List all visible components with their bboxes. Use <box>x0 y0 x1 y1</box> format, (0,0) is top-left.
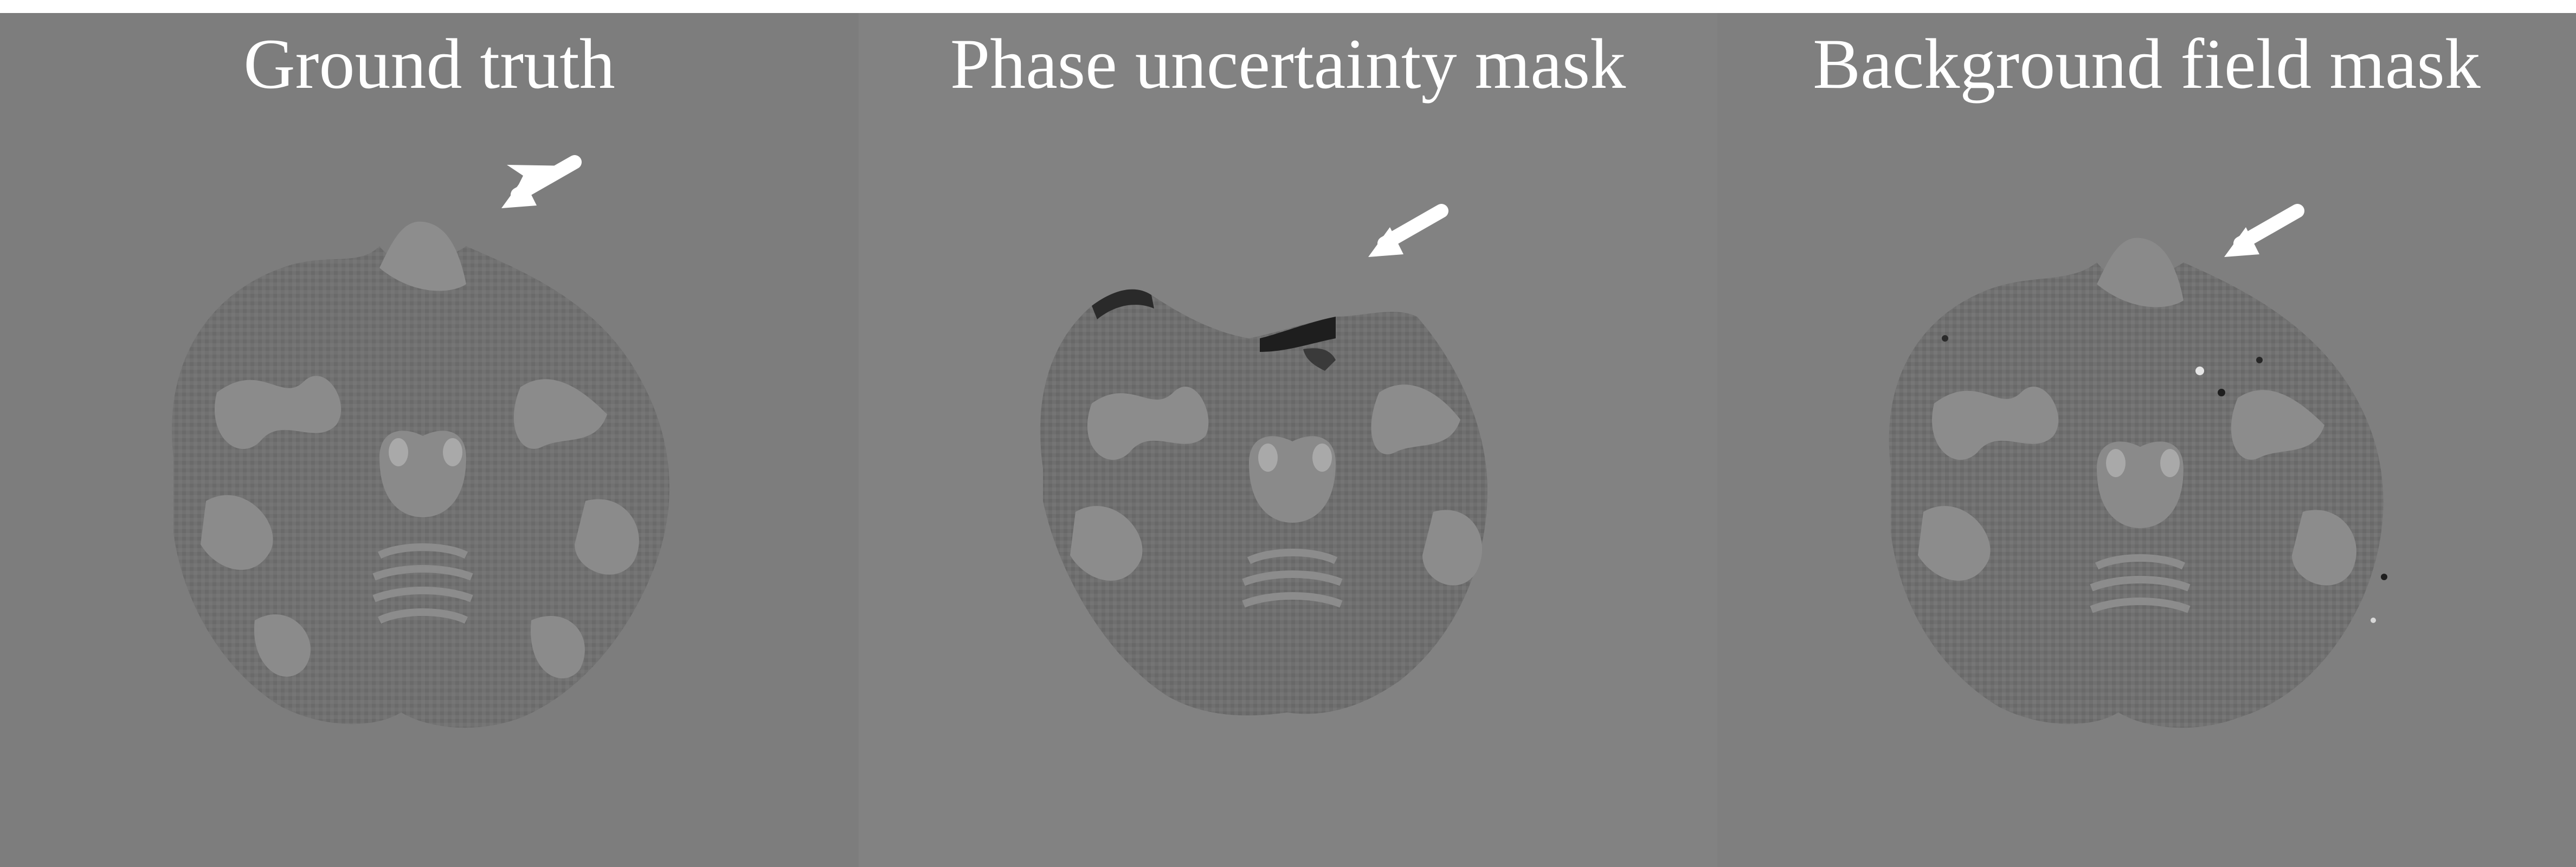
figure: Ground truth <box>0 13 2576 867</box>
white-arrow-icon <box>1368 204 1448 257</box>
brain-scan-image <box>171 221 669 728</box>
white-arrow-icon <box>501 155 582 208</box>
white-arrow-icon <box>2224 204 2304 257</box>
panel-ground-truth: Ground truth <box>0 13 859 867</box>
panel-title: Background field mask <box>1813 24 2481 104</box>
brain-scan-image <box>1040 289 1487 716</box>
panel-title: Phase uncertainty mask <box>950 24 1626 104</box>
panel-phase-uncertainty-mask: Phase uncertainty mask <box>859 13 1717 867</box>
panel-title: Ground truth <box>243 24 615 104</box>
brain-scan-image <box>1889 237 2387 728</box>
panel-background-field-mask: Background field mask <box>1717 13 2576 867</box>
